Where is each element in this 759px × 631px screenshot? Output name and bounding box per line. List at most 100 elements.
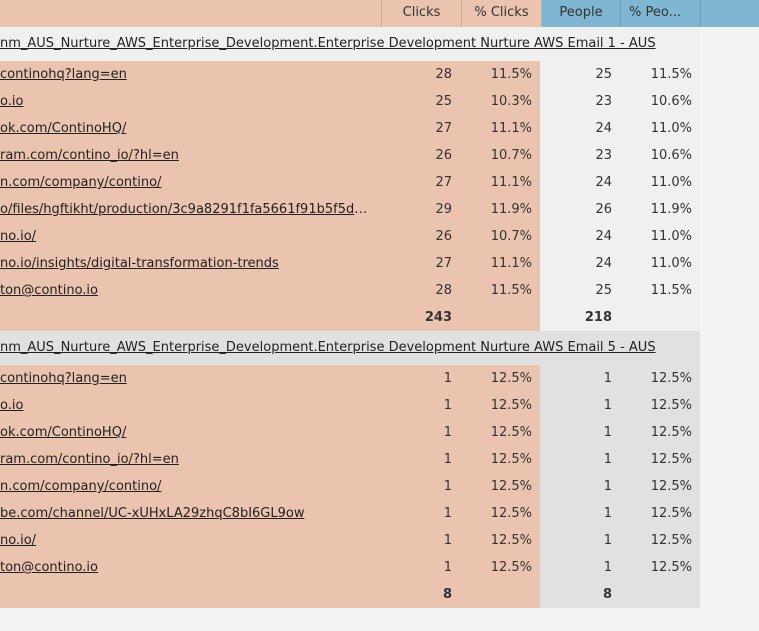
- table-row: continohq?lang=en 28 11.5% 25 11.5%: [0, 61, 700, 88]
- total-pct-clicks: [460, 581, 540, 608]
- table-row: o.io 25 10.3% 23 10.6%: [0, 88, 700, 115]
- people-value: 1: [540, 473, 620, 500]
- group-rows: continohq?lang=en 28 11.5% 25 11.5% o.io 25 10.…: [0, 61, 700, 331]
- clicks-value: 1: [380, 446, 460, 473]
- clicks-value: 26: [380, 223, 460, 250]
- table-row: ok.com/ContinoHQ/1 12.5% 1 12.5%: [0, 419, 700, 446]
- total-pct-clicks: [460, 304, 540, 331]
- link-url[interactable]: n.com/company/contino/: [0, 473, 380, 500]
- table-row: ton@contino.io 28 11.5% 25 11.5%: [0, 277, 700, 304]
- people-value: 23: [540, 88, 620, 115]
- pct-people-value: 11.5%: [620, 61, 700, 88]
- pct-people-value: 12.5%: [620, 527, 700, 554]
- pct-people-value: 11.5%: [620, 277, 700, 304]
- people-value: 25: [540, 277, 620, 304]
- pct-clicks-value: 10.3%: [460, 88, 540, 115]
- pct-clicks-value: 12.5%: [460, 473, 540, 500]
- total-row: 243 218: [0, 304, 700, 331]
- total-people: 218: [540, 304, 620, 331]
- table-row: no.io/26 10.7% 24 11.0%: [0, 223, 700, 250]
- clicks-value: 28: [380, 277, 460, 304]
- link-url[interactable]: ok.com/ContinoHQ/: [0, 115, 380, 142]
- pct-people-value: 12.5%: [620, 446, 700, 473]
- pct-people-value: 11.0%: [620, 115, 700, 142]
- pct-people-value: 10.6%: [620, 88, 700, 115]
- people-value: 24: [540, 115, 620, 142]
- pct-people-value: 12.5%: [620, 392, 700, 419]
- link-url[interactable]: ram.com/contino_io/?hl=en: [0, 446, 380, 473]
- link-url[interactable]: o.io: [0, 88, 380, 115]
- link-url[interactable]: no.io/: [0, 223, 380, 250]
- total-clicks: 243: [380, 304, 460, 331]
- people-value: 1: [540, 365, 620, 392]
- header-extra-column: [700, 0, 759, 27]
- link-url[interactable]: no.io/insights/digital-transformation-tr…: [0, 250, 380, 277]
- pct-clicks-value: 11.5%: [460, 61, 540, 88]
- header-name-column[interactable]: [0, 0, 381, 27]
- link-url[interactable]: be.com/channel/UC-xUHxLA29zhqC8bI6GL9ow: [0, 500, 380, 527]
- link-url[interactable]: continohq?lang=en: [0, 365, 380, 392]
- total-pct-people: [620, 581, 700, 608]
- pct-people-value: 10.6%: [620, 142, 700, 169]
- link-url[interactable]: n.com/company/contino/: [0, 169, 380, 196]
- pct-clicks-value: 11.5%: [460, 277, 540, 304]
- total-label: [0, 581, 380, 608]
- table-row: n.com/company/contino/27 11.1% 24 11.0%: [0, 169, 700, 196]
- link-url[interactable]: o.io: [0, 392, 380, 419]
- people-value: 1: [540, 446, 620, 473]
- pct-people-value: 12.5%: [620, 500, 700, 527]
- pct-people-value: 12.5%: [620, 554, 700, 581]
- clicks-value: 1: [380, 419, 460, 446]
- pct-people-value: 11.0%: [620, 223, 700, 250]
- link-url[interactable]: o/files/hgftikht/production/3c9a8291f1fa…: [0, 196, 380, 223]
- table-row: ok.com/ContinoHQ/27 11.1% 24 11.0%: [0, 115, 700, 142]
- header-clicks[interactable]: Clicks: [381, 0, 461, 27]
- total-people: 8: [540, 581, 620, 608]
- clicks-value: 27: [380, 169, 460, 196]
- clicks-value: 29: [380, 196, 460, 223]
- email-group: nm_AUS_Nurture_AWS_Enterprise_Developmen…: [0, 331, 700, 608]
- pct-people-value: 12.5%: [620, 365, 700, 392]
- people-value: 1: [540, 419, 620, 446]
- group-title-link[interactable]: nm_AUS_Nurture_AWS_Enterprise_Developmen…: [0, 27, 700, 61]
- clicks-value: 27: [380, 250, 460, 277]
- group-title-link[interactable]: nm_AUS_Nurture_AWS_Enterprise_Developmen…: [0, 331, 700, 365]
- header-pct-people[interactable]: % Peo...: [620, 0, 700, 27]
- clicks-value: 1: [380, 500, 460, 527]
- pct-clicks-value: 10.7%: [460, 223, 540, 250]
- people-value: 1: [540, 527, 620, 554]
- table-row: be.com/channel/UC-xUHxLA29zhqC8bI6GL9ow 1…: [0, 500, 700, 527]
- pct-clicks-value: 12.5%: [460, 527, 540, 554]
- total-pct-people: [620, 304, 700, 331]
- pct-clicks-value: 11.1%: [460, 250, 540, 277]
- link-url[interactable]: ton@contino.io: [0, 554, 380, 581]
- people-value: 23: [540, 142, 620, 169]
- table-row: ram.com/contino_io/?hl=en 1 12.5% 1 12.5%: [0, 446, 700, 473]
- clicks-value: 1: [380, 473, 460, 500]
- people-value: 1: [540, 554, 620, 581]
- link-url[interactable]: continohq?lang=en: [0, 61, 380, 88]
- email-group: nm_AUS_Nurture_AWS_Enterprise_Developmen…: [0, 27, 700, 331]
- header-people[interactable]: People: [541, 0, 620, 27]
- link-url[interactable]: ton@contino.io: [0, 277, 380, 304]
- clicks-value: 25: [380, 88, 460, 115]
- pct-clicks-value: 11.1%: [460, 115, 540, 142]
- clicks-value: 27: [380, 115, 460, 142]
- header-pct-clicks[interactable]: % Clicks: [461, 0, 541, 27]
- table-row: ton@contino.io 1 12.5% 1 12.5%: [0, 554, 700, 581]
- people-value: 1: [540, 500, 620, 527]
- pct-clicks-value: 12.5%: [460, 500, 540, 527]
- link-url[interactable]: ram.com/contino_io/?hl=en: [0, 142, 380, 169]
- clicks-value: 1: [380, 554, 460, 581]
- clicks-value: 1: [380, 527, 460, 554]
- table-header: Clicks % Clicks People % Peo...: [0, 0, 759, 27]
- pct-clicks-value: 12.5%: [460, 419, 540, 446]
- people-value: 24: [540, 169, 620, 196]
- table-row: n.com/company/contino/1 12.5% 1 12.5%: [0, 473, 700, 500]
- link-url[interactable]: ok.com/ContinoHQ/: [0, 419, 380, 446]
- link-url[interactable]: no.io/: [0, 527, 380, 554]
- pct-clicks-value: 11.1%: [460, 169, 540, 196]
- pct-clicks-value: 10.7%: [460, 142, 540, 169]
- pct-people-value: 12.5%: [620, 473, 700, 500]
- table-row: continohq?lang=en 1 12.5% 1 12.5%: [0, 365, 700, 392]
